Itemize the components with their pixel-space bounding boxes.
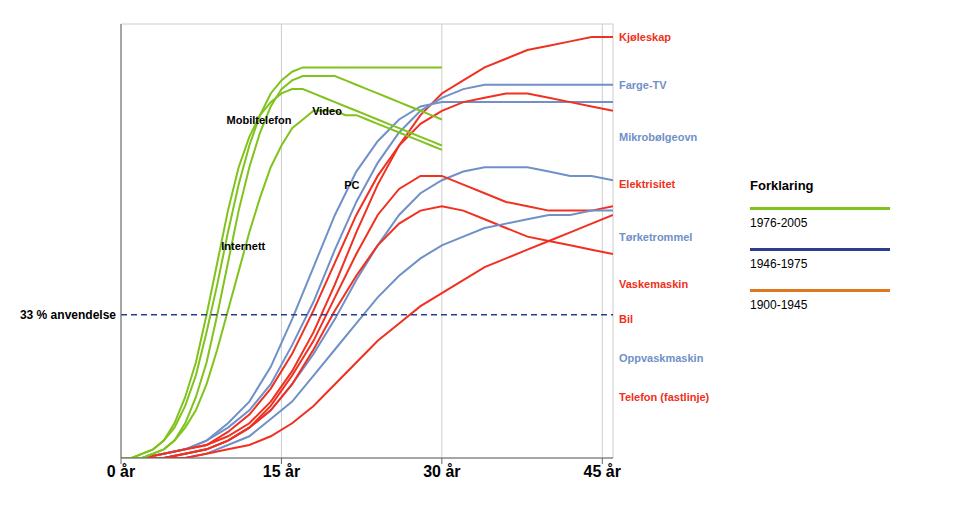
svg-text:Telefon (fastlinje): Telefon (fastlinje) <box>619 391 710 403</box>
svg-text:33 % anvendelse: 33 % anvendelse <box>20 308 116 322</box>
html-text:Forklaring: Forklaring <box>750 178 814 193</box>
html-text:1900-1945: 1900-1945 <box>750 298 808 312</box>
svg-text:Internett: Internett <box>221 240 265 252</box>
svg-text:Tørketrommel: Tørketrommel <box>619 231 692 243</box>
html-text:1976-2005: 1976-2005 <box>750 216 808 230</box>
svg-text:Bil: Bil <box>619 313 633 325</box>
svg-text:15 år: 15 år <box>263 463 300 480</box>
svg-text:Farge-TV: Farge-TV <box>619 79 667 91</box>
svg-text:Video: Video <box>312 105 342 117</box>
svg-text:Oppvaskmaskin: Oppvaskmaskin <box>619 352 704 364</box>
svg-text:Mobiltelefon: Mobiltelefon <box>227 114 292 126</box>
svg-text:30 år: 30 år <box>423 463 460 480</box>
svg-text:Vaskemaskin: Vaskemaskin <box>619 278 688 290</box>
svg-text:Elektrisitet: Elektrisitet <box>619 178 676 190</box>
svg-text:PC: PC <box>344 179 359 191</box>
svg-text:Kjøleskap: Kjøleskap <box>619 31 671 43</box>
svg-text:0 år: 0 år <box>107 463 135 480</box>
svg-text:45 år: 45 år <box>584 463 621 480</box>
svg-text:Mikrobølgeovn: Mikrobølgeovn <box>619 131 698 143</box>
html-text:1946-1975: 1946-1975 <box>750 257 808 271</box>
